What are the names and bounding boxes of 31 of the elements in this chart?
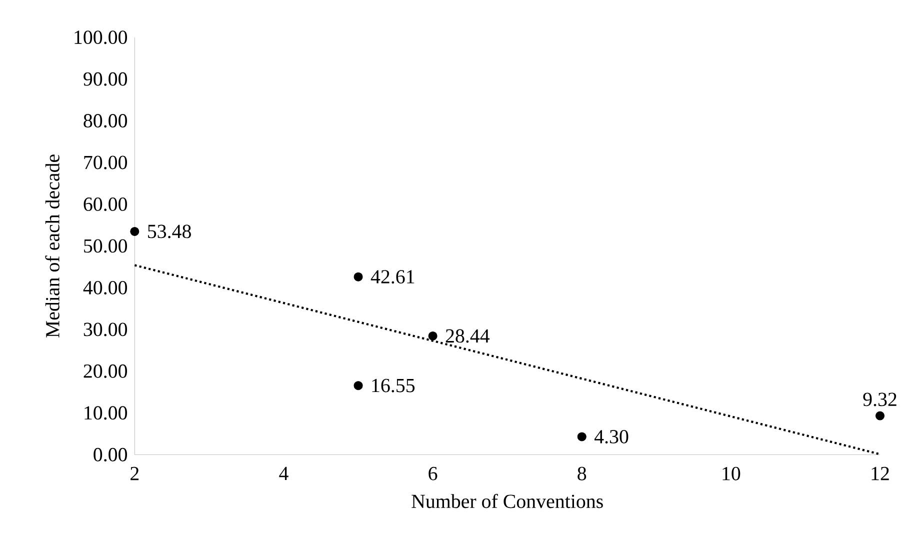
x-tick-label: 4 [279,466,288,480]
y-tick-label: 0.00 [94,448,128,462]
data-label: 53.48 [148,224,191,238]
point [577,432,586,442]
data-label: 28.44 [446,329,490,343]
x-tick-label: 12 [872,466,889,480]
point [875,411,885,420]
y-tick-label: 10.00 [84,406,128,420]
point [130,226,140,236]
data-label: 42.61 [370,270,414,284]
data-label: 16.55 [372,378,415,392]
point [354,380,363,390]
x-tick-label: 8 [578,466,586,480]
y-tick-label: 70.00 [84,156,128,170]
x-tick-label: 2 [130,466,139,480]
y-axis-title: Median of each decade [45,154,60,338]
y-tick-label: 90.00 [84,72,128,86]
y-tick-label: 80.00 [84,114,128,128]
data-label: 9.32 [863,392,896,406]
y-tick-label: 100.00 [74,30,128,44]
x-tick-label: 10 [722,466,740,480]
y-tick-label: 50.00 [84,239,128,253]
x-axis-title: Number of Conventions [412,494,603,508]
data-label: 4.30 [594,430,628,444]
x-tick-label: 6 [428,466,438,480]
y-tick-label: 30.00 [84,322,128,336]
y-tick-label: 20.00 [84,364,128,378]
point [428,331,438,340]
y-tick-label: 40.00 [83,280,128,294]
y-tick-label: 60.00 [84,197,128,211]
point [354,272,363,282]
